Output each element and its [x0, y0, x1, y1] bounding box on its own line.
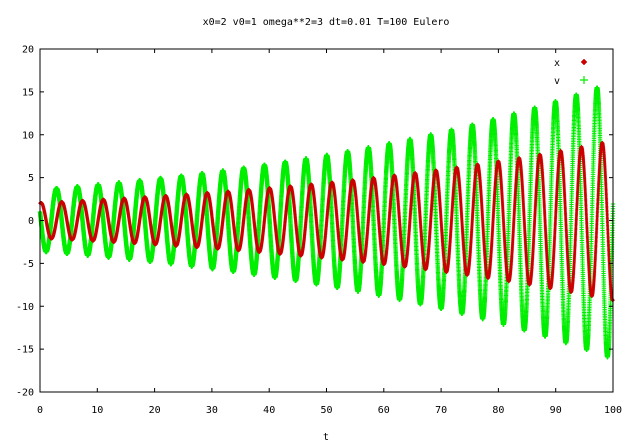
- series-v-points: [37, 85, 616, 360]
- chart-title: x0=2 v0=1 omega**2=3 dt=0.01 T=100 Euler…: [203, 17, 450, 28]
- data-series-layer: [37, 85, 616, 360]
